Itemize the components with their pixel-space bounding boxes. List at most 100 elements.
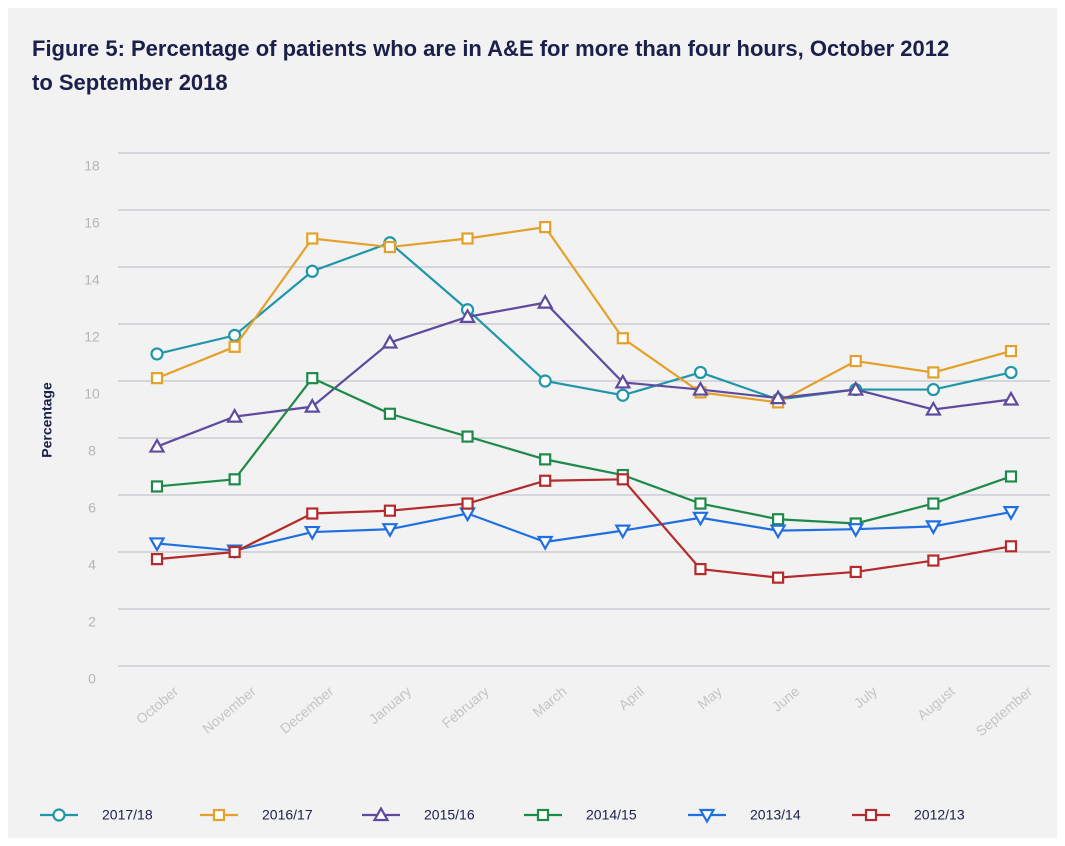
data-point [692, 380, 709, 396]
data-point [150, 347, 164, 361]
data-point [539, 221, 552, 234]
legend-label: 2013/14 [750, 807, 801, 823]
data-point [303, 397, 321, 413]
y-tick-label: 4 [88, 557, 96, 573]
data-point [461, 430, 474, 443]
series-line [156, 301, 1012, 448]
legend-label: 2014/15 [586, 807, 637, 823]
data-point [461, 232, 474, 245]
data-point [228, 328, 242, 342]
series-line [156, 478, 1012, 579]
data-point [769, 524, 787, 540]
data-point [148, 537, 166, 553]
data-point [538, 374, 552, 388]
data-point [847, 523, 865, 538]
x-tick-label: November [199, 683, 259, 737]
data-point [150, 372, 164, 385]
data-point [306, 372, 319, 385]
y-tick-label: 2 [88, 614, 96, 630]
data-point [614, 373, 632, 389]
y-tick-label: 10 [84, 386, 100, 402]
data-point [849, 565, 862, 579]
legend-label: 2016/17 [262, 807, 313, 823]
data-point [693, 365, 708, 380]
data-point [303, 525, 321, 541]
y-axis-label: Percentage [39, 382, 55, 458]
data-point [849, 354, 862, 368]
data-point [694, 497, 707, 510]
data-point [536, 293, 554, 309]
y-tick-label: 12 [84, 329, 100, 345]
legend-label: 2012/13 [914, 807, 965, 823]
y-tick-label: 0 [88, 671, 96, 687]
data-point [381, 523, 399, 538]
x-tick-label: March [529, 683, 569, 720]
data-point [924, 520, 942, 536]
data-point [927, 554, 940, 567]
series-line [156, 225, 1012, 404]
data-point [692, 511, 709, 527]
data-point [771, 513, 785, 526]
series-line [156, 241, 1012, 401]
data-point [539, 453, 552, 466]
data-point [306, 507, 319, 520]
data-point [228, 340, 241, 353]
legend-marker [372, 806, 390, 822]
data-point [306, 232, 319, 245]
legend-marker [52, 808, 66, 822]
x-tick-label: June [769, 683, 803, 715]
x-tick-label: August [914, 683, 958, 723]
data-point [536, 535, 554, 551]
data-point [927, 497, 940, 510]
data-point [461, 497, 474, 510]
data-point [228, 473, 241, 486]
data-point [1002, 506, 1020, 521]
data-point [1004, 365, 1018, 380]
data-point [1004, 470, 1018, 483]
data-point [616, 388, 630, 402]
data-point [771, 571, 785, 584]
legend-marker [212, 808, 226, 822]
legend-label: 2015/16 [424, 807, 475, 823]
y-tick-label: 18 [84, 158, 100, 174]
data-point [228, 545, 241, 559]
data-point [383, 504, 397, 517]
x-tick-label: April [615, 683, 647, 713]
x-tick-label: January [366, 683, 414, 727]
data-point [616, 332, 629, 345]
data-point [927, 366, 940, 379]
data-point [694, 562, 707, 576]
data-point [305, 264, 319, 278]
chart-title: Figure 5: Percentage of patients who are… [32, 36, 950, 95]
x-tick-label: February [439, 683, 492, 731]
data-point [148, 437, 166, 453]
data-point [383, 407, 397, 420]
data-point [1002, 390, 1020, 406]
data-point [847, 380, 865, 396]
x-tick-label: July [851, 683, 880, 711]
y-tick-label: 6 [88, 500, 96, 516]
data-point [539, 474, 552, 487]
data-point [616, 473, 629, 486]
chart-background [8, 8, 1057, 838]
data-point [226, 407, 244, 423]
data-point [381, 333, 399, 349]
legend-marker [864, 808, 878, 822]
x-tick-label: October [133, 683, 182, 727]
data-point [459, 308, 476, 323]
data-point [150, 480, 164, 493]
x-tick-label: December [277, 683, 337, 737]
data-point [1004, 344, 1018, 358]
data-point [924, 400, 942, 416]
data-point [614, 524, 632, 540]
legend-label: 2017/18 [102, 807, 153, 823]
data-point [769, 389, 787, 405]
series-line [156, 511, 1012, 552]
data-point [150, 553, 164, 566]
legend-marker [698, 808, 716, 824]
x-tick-label: September [973, 683, 1036, 739]
y-tick-label: 14 [84, 272, 100, 288]
data-point [383, 240, 397, 254]
x-tick-label: May [694, 683, 725, 712]
